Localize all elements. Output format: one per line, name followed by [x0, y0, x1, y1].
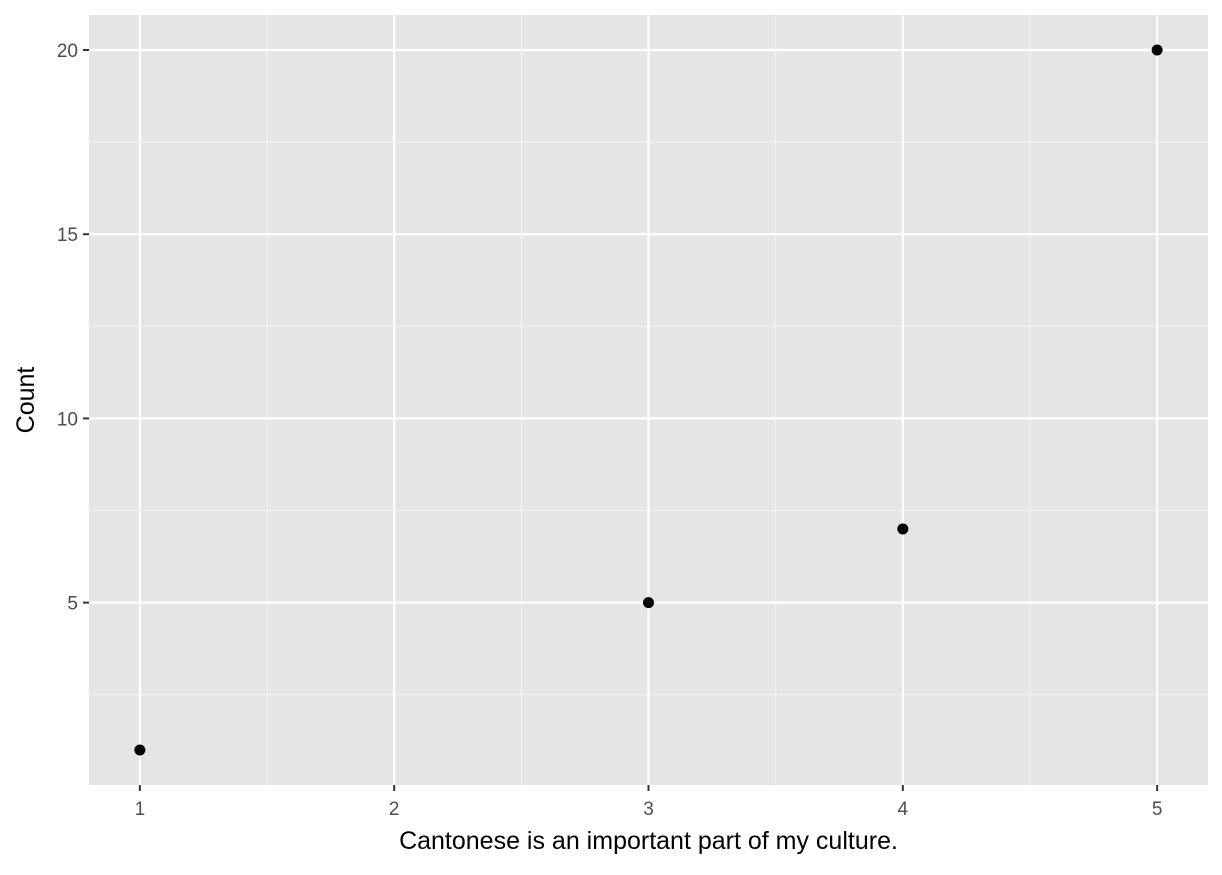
x-tick-label: 3	[643, 799, 654, 820]
data-point	[897, 523, 909, 535]
x-tick-label: 5	[1152, 799, 1163, 820]
y-tick-label: 5	[67, 594, 78, 615]
x-axis-ticks: 1 2 3 4 5	[135, 785, 1163, 820]
y-tick-label: 15	[57, 225, 78, 246]
data-point	[1151, 44, 1163, 56]
data-point	[643, 597, 654, 609]
y-axis-title: Count	[12, 367, 40, 434]
x-axis-title: Cantonese is an important part of my cul…	[399, 827, 898, 855]
x-tick-label: 1	[135, 799, 146, 820]
data-points	[134, 44, 1163, 756]
y-tick-label: 20	[57, 41, 78, 62]
y-axis-ticks: 5 10 15 20	[57, 41, 89, 615]
data-point	[134, 744, 146, 756]
x-tick-label: 2	[389, 799, 400, 820]
y-tick-label: 10	[57, 409, 78, 430]
x-tick-label: 4	[898, 799, 909, 820]
